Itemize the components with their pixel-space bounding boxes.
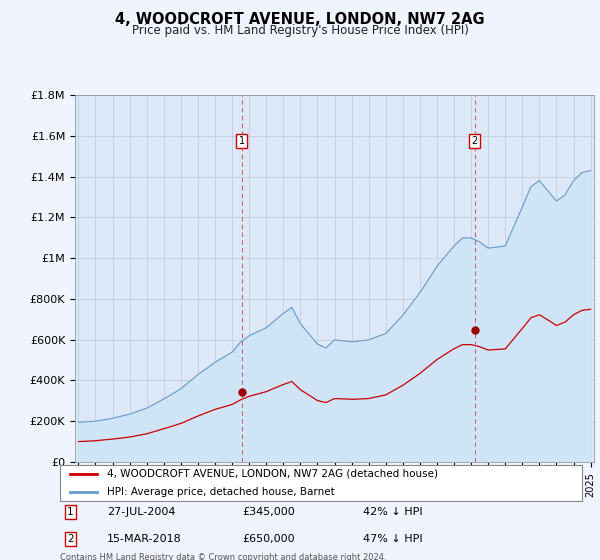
- Text: Price paid vs. HM Land Registry's House Price Index (HPI): Price paid vs. HM Land Registry's House …: [131, 24, 469, 38]
- Text: 4, WOODCROFT AVENUE, LONDON, NW7 2AG (detached house): 4, WOODCROFT AVENUE, LONDON, NW7 2AG (de…: [107, 469, 438, 479]
- Text: 42% ↓ HPI: 42% ↓ HPI: [363, 507, 422, 517]
- Text: 4, WOODCROFT AVENUE, LONDON, NW7 2AG: 4, WOODCROFT AVENUE, LONDON, NW7 2AG: [115, 12, 485, 27]
- Text: HPI: Average price, detached house, Barnet: HPI: Average price, detached house, Barn…: [107, 487, 335, 497]
- Text: 2: 2: [67, 534, 74, 544]
- Text: Contains HM Land Registry data © Crown copyright and database right 2024.
This d: Contains HM Land Registry data © Crown c…: [60, 553, 386, 560]
- Text: 47% ↓ HPI: 47% ↓ HPI: [363, 534, 422, 544]
- Text: 2: 2: [472, 136, 478, 146]
- Text: 15-MAR-2018: 15-MAR-2018: [107, 534, 182, 544]
- Text: 1: 1: [67, 507, 74, 517]
- Text: £345,000: £345,000: [242, 507, 295, 517]
- Text: 27-JUL-2004: 27-JUL-2004: [107, 507, 175, 517]
- Text: £650,000: £650,000: [242, 534, 295, 544]
- Text: 1: 1: [239, 136, 245, 146]
